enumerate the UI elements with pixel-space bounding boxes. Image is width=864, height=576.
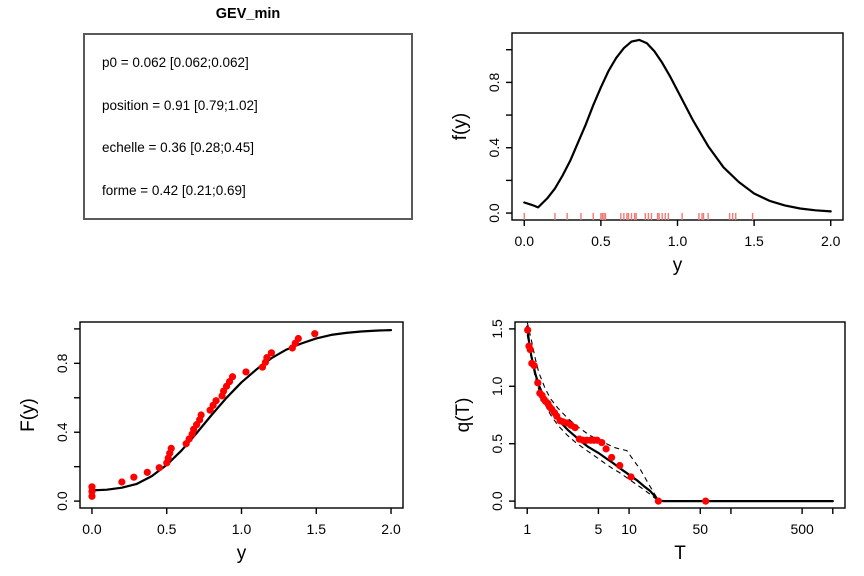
y-tick-label: 0.0 [54, 491, 70, 511]
data-point [143, 468, 151, 476]
x-tick-label: 1.0 [668, 233, 688, 249]
data-point [167, 444, 175, 453]
data-point [155, 464, 163, 472]
y-tick-label: 0.8 [486, 72, 502, 92]
data-point [130, 473, 138, 481]
data-point [598, 438, 606, 447]
y-tick-label: 0.4 [486, 138, 502, 158]
data-point [197, 411, 205, 419]
x-tick-label: 500 [790, 521, 814, 537]
y-tick-label: 0.8 [54, 353, 70, 373]
data-point [212, 397, 220, 405]
confidence-band-upper [526, 321, 833, 502]
data-point [228, 373, 237, 381]
x-tick-label: 10 [621, 521, 637, 537]
data-point [267, 349, 276, 357]
y-axis-label: q(T) [453, 398, 474, 433]
x-tick-label: 1 [523, 521, 531, 537]
x-tick-label: 2.0 [381, 521, 401, 537]
panel-title: GEV_min [215, 6, 281, 22]
y-tick-label: 1.5 [489, 319, 505, 339]
confidence-band-lower [526, 334, 833, 502]
param-line-p0: p0 = 0.062 [0.062;0.062] [102, 55, 249, 70]
data-point [118, 478, 126, 486]
x-axis: 1 5 10 50 500 [523, 508, 834, 537]
cdf-plot-panel: 0.0 0.5 1.0 1.5 2.0 0.0 0.4 0.8 y F(y) [0, 288, 432, 576]
x-axis-label: y [673, 255, 683, 276]
fitted-curve [526, 325, 834, 503]
data-points [88, 330, 319, 500]
x-tick-label: 0.0 [82, 521, 102, 537]
data-point [88, 483, 96, 491]
quantile-plot: 1 5 10 50 500 0.0 0.5 1.0 1.5 Tq(T) [453, 319, 846, 564]
x-tick-label: 0.0 [515, 233, 535, 249]
y-axis: 0.0 0.5 1.0 1.5 [489, 319, 515, 511]
data-point [602, 445, 610, 453]
data-point [311, 330, 319, 338]
parameter-summary-panel: GEV_min p0 = 0.062 [0.062;0.062] positio… [0, 0, 432, 288]
rug-marks [523, 213, 754, 220]
y-axis-label: f(y) [450, 113, 471, 140]
y-tick-label: 0.4 [54, 422, 70, 442]
x-axis-label: T [674, 543, 686, 564]
x-tick-label: 2.0 [821, 233, 841, 249]
data-point [530, 362, 538, 370]
data-point [571, 424, 579, 432]
parameter-box: p0 = 0.062 [0.062;0.062] position = 0.91… [83, 33, 413, 220]
plot-frame [511, 32, 844, 221]
y-axis: 0.0 0.4 0.8 [486, 49, 512, 223]
param-line-forme: forme = 0.42 [0.21;0.69] [102, 183, 246, 198]
y-tick-label: 0.5 [489, 434, 505, 454]
data-point [524, 326, 532, 334]
param-line-position: position = 0.91 [0.79;1.02] [102, 98, 258, 113]
data-point [263, 354, 271, 362]
x-tick-label: 5 [595, 521, 603, 537]
x-tick-label: 0.5 [591, 233, 611, 249]
density-plot: 0.0 0.5 1.0 1.5 2.0 0.0 0.4 0.8 y f(y) [450, 32, 844, 276]
y-tick-label: 0.0 [486, 203, 502, 223]
data-point [654, 497, 662, 505]
data-point [627, 473, 635, 481]
fitted-curve [523, 38, 832, 213]
x-axis: 0.0 0.5 1.0 1.5 2.0 [82, 508, 401, 537]
data-point [608, 453, 616, 462]
fitted-curve [90, 328, 393, 492]
y-tick-label: 0.0 [489, 491, 505, 511]
cdf-plot: 0.0 0.5 1.0 1.5 2.0 0.0 0.4 0.8 y F(y) [18, 321, 404, 564]
x-tick-label: 50 [692, 521, 708, 537]
y-tick-label: 1.0 [489, 376, 505, 396]
data-point [702, 497, 710, 505]
density-plot-panel: 0.0 0.5 1.0 1.5 2.0 0.0 0.4 0.8 y f(y) [432, 0, 864, 288]
y-axis-label: F(y) [18, 398, 39, 432]
x-axis-label: y [237, 543, 247, 564]
data-points [524, 326, 710, 505]
x-tick-label: 0.5 [157, 521, 177, 537]
x-tick-label: 1.0 [232, 521, 252, 537]
x-tick-label: 1.5 [744, 233, 764, 249]
x-tick-label: 1.5 [307, 521, 327, 537]
data-point [294, 334, 302, 343]
x-axis: 0.0 0.5 1.0 1.5 2.0 [515, 220, 841, 249]
plot-frame [79, 321, 404, 509]
param-line-echelle: echelle = 0.36 [0.28;0.45] [102, 140, 254, 155]
plot-frame [514, 321, 846, 509]
data-point [616, 461, 624, 470]
data-point [526, 345, 534, 354]
data-point [242, 368, 250, 376]
y-axis: 0.0 0.4 0.8 [54, 328, 80, 511]
data-point [534, 379, 542, 387]
